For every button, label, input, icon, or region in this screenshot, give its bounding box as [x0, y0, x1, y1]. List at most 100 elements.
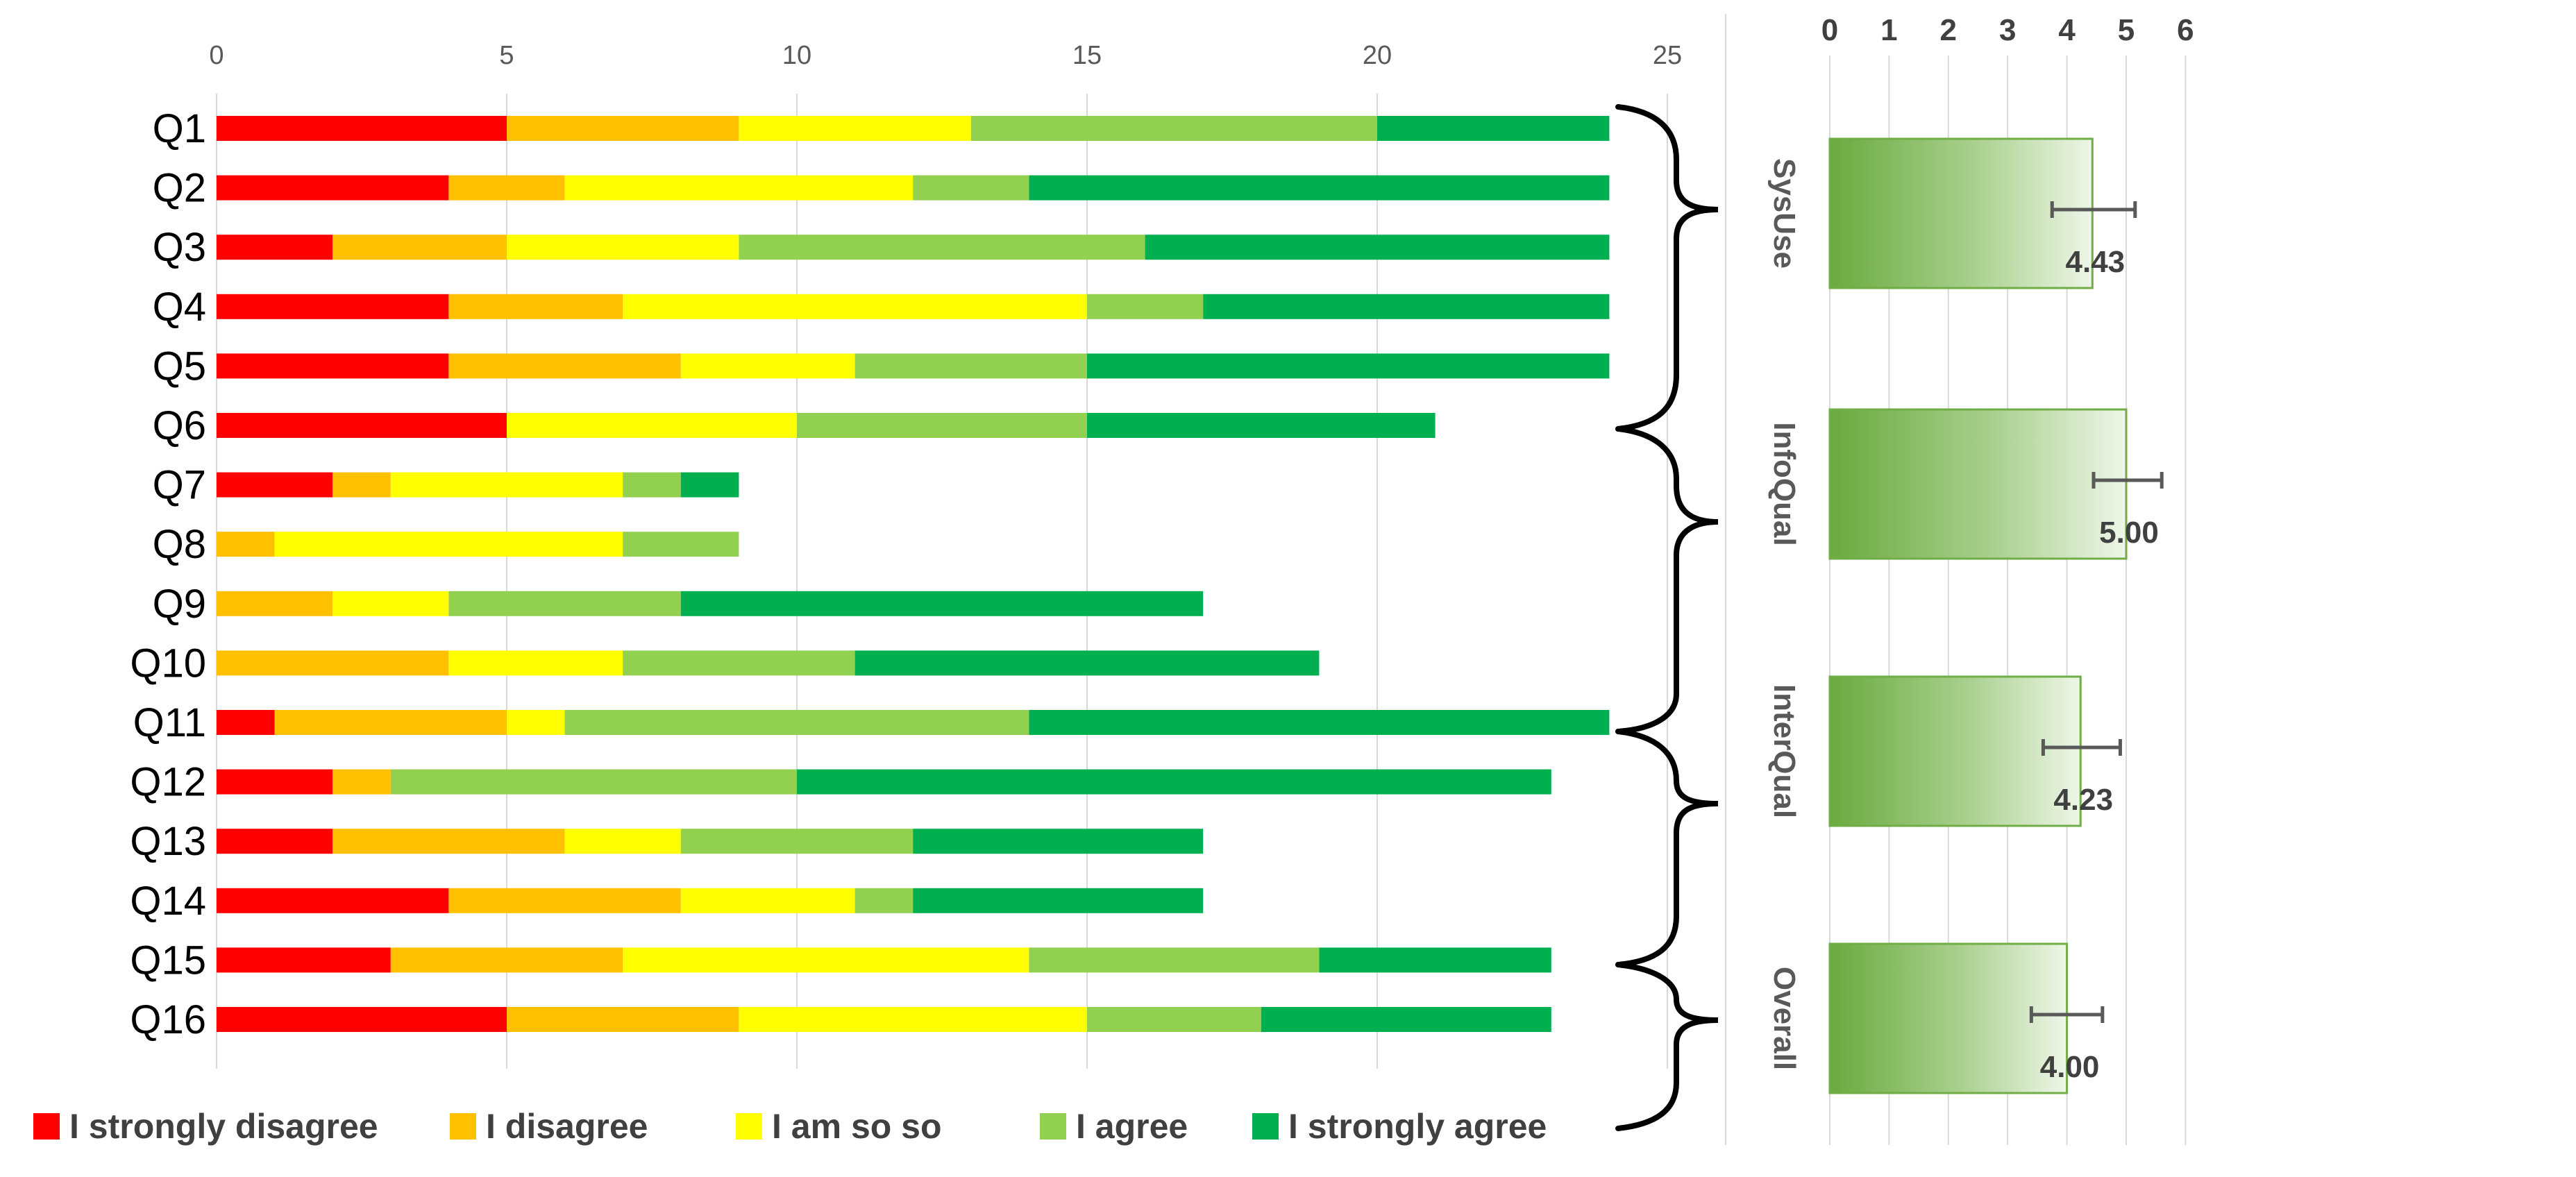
bar-q5-i-strongly-agree — [1087, 353, 1610, 379]
question-label-q7: Q7 — [153, 463, 206, 508]
question-label-q15: Q15 — [130, 938, 206, 983]
average-x-tick-3: 3 — [1999, 13, 2016, 47]
bar-q7-i-agree — [623, 472, 681, 498]
bar-q9-i-agree — [448, 591, 681, 616]
bar-q8-i-am-so-so — [274, 532, 623, 557]
bar-q1-i-strongly-disagree — [217, 116, 507, 141]
bar-q12-i-strongly-disagree — [217, 769, 333, 795]
likert-x-tick-25: 25 — [1653, 41, 1682, 70]
error-bar-overall — [2029, 1006, 2105, 1023]
bar-q13-i-strongly-agree — [913, 829, 1204, 854]
bar-q6-i-am-so-so — [507, 413, 797, 438]
bar-q1-i-agree — [970, 116, 1377, 141]
average-bar-infoqual — [1828, 408, 2128, 560]
data-label-overall: 4.00 — [2040, 1050, 2100, 1084]
bar-q15-i-am-so-so — [623, 947, 1029, 973]
legend-swatch-i-agree — [1040, 1113, 1066, 1140]
legend-label-i-strongly-disagree: I strongly disagree — [69, 1107, 378, 1146]
bar-q14-i-strongly-agree — [913, 888, 1204, 913]
bar-q13-i-disagree — [332, 829, 565, 854]
group-braces — [1615, 104, 1719, 1131]
bar-q7-i-strongly-disagree — [217, 472, 333, 498]
question-label-q13: Q13 — [130, 819, 206, 864]
bar-q12-i-agree — [390, 769, 797, 795]
likert-stacked-bar-chart: 0 5 10 15 20 25 Q1Q2Q3Q4Q5Q6Q7Q8Q9Q10Q11Q12Q1… — [130, 41, 1682, 1069]
average-x-tick-labels: 0 1 2 3 4 5 6 — [1821, 13, 2194, 47]
bar-q13-i-strongly-disagree — [217, 829, 333, 854]
bar-q2-i-strongly-agree — [1029, 175, 1610, 201]
error-bar-sysuse — [2050, 201, 2137, 218]
bar-q11-i-strongly-agree — [1029, 710, 1610, 735]
average-x-tick-6: 6 — [2177, 13, 2194, 47]
data-label-sysuse: 4.43 — [2066, 245, 2125, 279]
likert-x-tick-0: 0 — [209, 41, 224, 70]
bar-q2-i-am-so-so — [564, 175, 914, 201]
average-x-tick-5: 5 — [2118, 13, 2135, 47]
bar-q7-i-strongly-agree — [680, 472, 739, 498]
average-data-labels: 4.43 5.00 4.23 4.00 — [2040, 245, 2159, 1084]
question-label-q9: Q9 — [153, 582, 206, 627]
legend-item-i-am-so-so: I am so so — [736, 1107, 942, 1146]
bar-q11-i-disagree — [274, 710, 507, 735]
legend-label-i-disagree: I disagree — [486, 1107, 648, 1146]
bar-q4-i-strongly-agree — [1203, 294, 1610, 319]
bar-q9-i-disagree — [217, 591, 333, 616]
legend-swatch-i-disagree — [450, 1113, 476, 1140]
likert-question-labels: Q1 Q2 Q3 Q4 Q5 Q6 Q7 Q8 Q9 Q10 Q11 Q12 Q13 Q14 Q15 Q16 — [130, 106, 206, 1042]
bar-q2-i-strongly-disagree — [217, 175, 449, 201]
average-x-tick-2: 2 — [1940, 13, 1957, 47]
bar-q1-i-disagree — [507, 116, 739, 141]
brace-interqual — [1615, 729, 1719, 967]
question-label-q6: Q6 — [153, 403, 206, 448]
bar-q4-i-agree — [1087, 294, 1204, 319]
bar-q11-i-agree — [564, 710, 1029, 735]
bar-q9-i-am-so-so — [332, 591, 449, 616]
average-x-tick-1: 1 — [1880, 13, 1897, 47]
legend-swatch-i-strongly-agree — [1252, 1113, 1279, 1140]
average-x-tick-4: 4 — [2058, 13, 2076, 47]
bar-q15-i-strongly-disagree — [217, 947, 391, 973]
average-bar-sysuse — [1828, 137, 2094, 289]
bar-q9-i-strongly-agree — [680, 591, 1204, 616]
bar-q14-i-disagree — [448, 888, 681, 913]
legend-item-i-agree: I agree — [1040, 1107, 1188, 1146]
bar-q16-i-strongly-agree — [1261, 1007, 1551, 1032]
bar-q7-i-am-so-so — [390, 472, 623, 498]
bar-q13-i-agree — [680, 829, 914, 854]
error-bar-infoqual — [2091, 472, 2164, 489]
brace-sysuse — [1615, 104, 1719, 432]
question-label-q2: Q2 — [153, 166, 206, 211]
bar-q8-i-agree — [623, 532, 739, 557]
bar-q10-i-disagree — [217, 650, 449, 676]
likert-x-tick-labels: 0 5 10 15 20 25 — [209, 41, 1682, 70]
bar-q4-i-strongly-disagree — [217, 294, 449, 319]
data-label-interqual: 4.23 — [2053, 783, 2113, 817]
bar-q4-i-am-so-so — [623, 294, 1087, 319]
legend-swatch-i-am-so-so — [736, 1113, 762, 1140]
bar-q1-i-strongly-agree — [1377, 116, 1610, 141]
bar-q5-i-disagree — [448, 353, 681, 379]
legend-item-i-disagree: I disagree — [450, 1107, 648, 1146]
average-score-bar-chart: 0 1 2 3 4 5 6 4.43 5.00 4.23 4.00 SysUse InfoQual I… — [1725, 13, 2194, 1145]
question-label-q5: Q5 — [153, 344, 206, 389]
bar-q16-i-am-so-so — [739, 1007, 1087, 1032]
likert-x-tick-15: 15 — [1072, 41, 1102, 70]
legend-item-i-strongly-agree: I strongly agree — [1252, 1107, 1547, 1146]
bar-q3-i-agree — [739, 235, 1145, 260]
average-bars — [1828, 137, 2128, 1094]
bar-q10-i-strongly-agree — [855, 650, 1320, 676]
bar-q11-i-strongly-disagree — [217, 710, 275, 735]
bar-q14-i-strongly-disagree — [217, 888, 449, 913]
brace-infoqual — [1615, 426, 1719, 734]
bar-q5-i-agree — [855, 353, 1087, 379]
bar-q15-i-disagree — [390, 947, 623, 973]
bar-q3-i-strongly-agree — [1145, 235, 1610, 260]
bar-q3-i-am-so-so — [507, 235, 739, 260]
bar-q14-i-agree — [855, 888, 914, 913]
legend-label-i-strongly-agree: I strongly agree — [1288, 1107, 1547, 1146]
bar-q5-i-strongly-disagree — [217, 353, 449, 379]
bar-q6-i-strongly-agree — [1087, 413, 1436, 438]
bar-q2-i-agree — [913, 175, 1029, 201]
brace-overall — [1615, 962, 1719, 1131]
